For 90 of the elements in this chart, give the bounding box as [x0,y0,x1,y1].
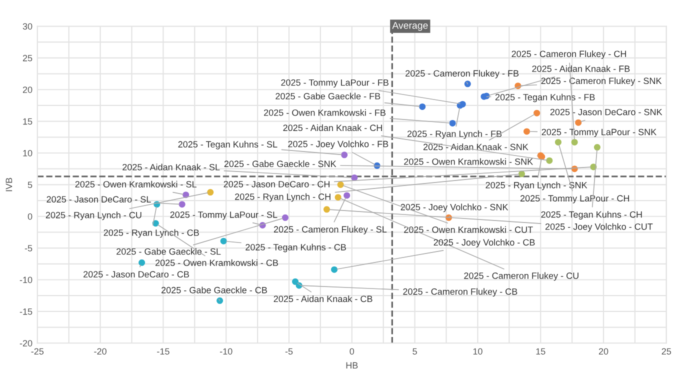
point [571,138,578,146]
point [341,152,348,158]
y-tick-label: 20 [22,86,32,93]
annotation: 2025 - Owen Kramkowski - FB [264,109,386,116]
point [419,103,426,110]
point [178,201,186,208]
annotation: 2025 - Ryan Lynch - CB [104,229,199,238]
annotation: 2025 - Ryan Lynch - SNK [486,182,588,190]
annotation: 2025 - Cameron Flukey - CH [512,50,626,59]
annotation: 2025 - Cameron Flukey - FB [406,70,519,78]
annotation: 2025 - Tommy LaPour - FB [281,79,388,88]
annotation: 2025 - Tegan Kuhns - CH [541,211,642,220]
annotation: 2025 - Joey Volchko - CB [434,238,535,248]
point [534,110,540,116]
y-tick-label: 0 [28,213,32,220]
point [282,214,288,221]
x-tick-label: 20 [598,348,608,355]
x-tick-label: 25 [662,348,672,355]
annotation: 2025 - Tegan Kuhns - FB [495,94,595,102]
point [518,170,525,178]
annotation: 2025 - Owen Kramkowski - CB [156,259,278,266]
point [138,259,146,266]
point [459,100,466,108]
annotation: 2025 - Ryan Lynch - FB [407,130,502,139]
x-tick-label: 0 [350,348,354,355]
y-tick-label: 15 [23,118,32,125]
annotation: 2025 - Joey Volchko - FB [288,140,388,150]
annotation: 2025 - Tegan Kuhns - SL [178,140,278,150]
point [323,206,330,213]
y-tick-label: 10 [23,150,32,156]
annotation: 2025 - Jason DeCaro - CH [224,180,330,188]
x-axis-title: HB [346,362,358,368]
point [337,181,344,188]
y-tick-label: 25 [22,54,32,62]
annotation: 2025 - Ryan Lynch - CU [46,212,142,220]
annotation: 2025 - Ryan Lynch - CH [235,193,330,202]
point [464,80,471,88]
y-tick-label: 30 [22,23,32,30]
point [554,138,562,146]
point [594,144,600,151]
annotation: 2025 - Tegan Kuhns - CB [246,244,346,252]
annotation: 2025 - Joey Volchko - SNK [400,204,508,212]
annotation: 2025 - Aidan Knaak - CB [274,295,372,302]
point [449,120,456,126]
annotation: 2025 - Cameron Flukey - CB [403,288,518,297]
y-tick-label: -15 [20,308,32,315]
x-tick-label: -10 [220,348,232,355]
point [216,297,224,304]
point [546,157,553,164]
annotation: 2025 - Jason DeCaro - SL [46,196,151,203]
annotation: 2025 - Tommy LaPour - SNK [542,128,657,138]
x-tick-label: -25 [31,348,44,355]
point [331,266,338,273]
annotation: 2025 - Aidan Knaak - SL [122,164,220,170]
x-tick-label: 15 [536,348,546,355]
x-tick-label: -20 [94,348,106,355]
annotation: 2025 - Cameron Flukey - SL [274,226,387,234]
y-tick-label: -5 [24,245,32,252]
y-tick-label: -10 [20,276,32,284]
x-tick-label: -5 [285,348,293,355]
annotation: 2025 - Tommy LaPour - SL [170,212,278,220]
point [334,194,342,201]
point [344,192,350,199]
annotation: 2025 - Tommy LaPour - CH [520,195,630,204]
annotation: 2025 - Jason DeCaro - CB [84,271,189,278]
x-tick-label: 5 [412,348,417,355]
x-tick-label: 10 [473,348,482,355]
annotation: 2025 - Gabe Gaeckle - SNK [224,160,336,168]
annotation: 2025 - Owen Kramkowski - SL [75,180,197,188]
annotation: 2025 - Gabe Gaeckle - FB [276,92,380,100]
x-tick-label: -15 [157,348,170,355]
point [575,119,582,126]
annotation: 2025 - Gabe Gaeckle - SL [116,248,221,255]
annotation: 2025 - Aidan Knaak - CH [283,124,382,132]
annotation: 2025 - Owen Kramkowski - SNK [404,158,533,165]
point [524,128,530,135]
y-tick-label: 5 [28,182,32,188]
point [292,278,299,285]
annotation: 2025 - Gabe Gaeckle - CB [162,286,267,294]
point [220,238,227,244]
annotation: 2025 - Owen Kramkowski - CUT [404,226,533,233]
y-axis-title: IVB [6,178,12,192]
annotation: 2025 - Cameron Flukey - SNK [541,77,662,86]
annotation: 2025 - Aidan Knaak - FB [532,65,630,72]
annotation: 2025 - Jason DeCaro - SNK [550,108,662,116]
ref-line-label: Average [392,22,428,31]
annotation: 2025 - Cameron Flukey - CU [464,272,578,281]
y-tick-label: -20 [20,340,32,346]
annotation: 2025 - Joey Volchko - CUT [545,223,653,232]
point [207,189,214,196]
